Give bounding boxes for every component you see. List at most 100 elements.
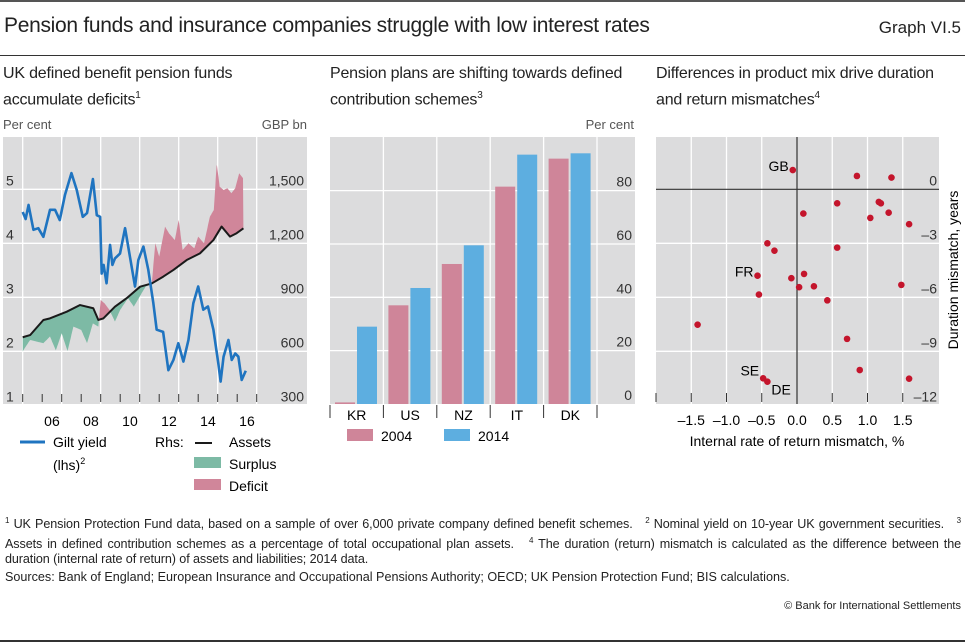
scatter-point [853, 172, 861, 180]
y-tick-label: –9 [921, 334, 937, 350]
left-axis-unit: Per cent [3, 117, 52, 132]
scatter-point [789, 166, 797, 174]
deficit-legend-swatch [194, 479, 221, 490]
y-tick-label: 0 [624, 387, 632, 403]
x-tick-label: –0.5 [748, 412, 775, 428]
y-tick-label: –3 [921, 226, 937, 242]
footnote-number: 3 [956, 516, 961, 525]
scatter-point [905, 220, 913, 228]
scatter-point [824, 297, 831, 304]
scatter-point [788, 274, 795, 282]
scatter-point [754, 272, 761, 280]
y-tick-label: 60 [616, 227, 632, 243]
x-tick-label: 0.5 [823, 412, 843, 428]
left-tick-label: 1 [6, 388, 14, 404]
bar-US-2014 [410, 287, 431, 404]
category-label: KR [347, 407, 366, 423]
title-rule [0, 55, 965, 56]
x-tick-label: 06 [44, 413, 60, 429]
bar-DK-2014 [570, 153, 591, 404]
panel-title-middle: Pension plans are shifting towards defin… [330, 63, 630, 111]
category-label: IT [511, 407, 524, 423]
sources: Sources: Bank of England; European Insur… [5, 570, 790, 584]
scatter-point [877, 200, 885, 207]
scatter-point [795, 283, 803, 291]
scatter-point [843, 335, 851, 343]
bar-NZ-2004 [441, 263, 462, 404]
footnote-number: 2 [645, 516, 650, 525]
scatter-point [867, 214, 874, 222]
scatter-point [755, 291, 763, 298]
footnote-text: UK Pension Protection Fund data, based o… [13, 517, 633, 532]
panel-title-text: UK defined benefit pension funds accumul… [3, 65, 233, 109]
right-tick-label: 1,200 [269, 226, 304, 242]
gilt-legend-label: Gilt yield [53, 434, 107, 450]
y-tick-label: 20 [616, 334, 632, 350]
deficit-area [98, 300, 111, 323]
dc-share-bar-chart: 0 20 40 60 80 KR US NZ IT DK [329, 137, 635, 423]
panel-title-right: Differences in product mix drive duratio… [656, 63, 956, 111]
scatter-point [800, 210, 807, 217]
page-title: Pension funds and insurance companies st… [4, 14, 650, 37]
assets-line [22, 225, 245, 339]
scatter-point [764, 378, 771, 386]
point-label-fr: FR [735, 264, 754, 280]
y-tick-label: –6 [921, 280, 937, 296]
scatter-point [764, 240, 771, 247]
x-tick-label: –1.5 [678, 412, 705, 428]
point-label-gb: GB [769, 158, 789, 174]
scatter-point [898, 281, 905, 289]
left-tick-label: 5 [6, 172, 14, 188]
x-tick-label: 1.5 [893, 412, 913, 428]
footnote-text: Assets in defined contribution schemes a… [5, 536, 514, 551]
left-legend: Gilt yield (lhs)2 Rhs: Assets Surplus De… [20, 434, 276, 494]
x-tick-label: 14 [200, 413, 216, 429]
deficit-legend-label: Deficit [229, 478, 268, 494]
footnotes: 1 UK Pension Protection Fund data, based… [5, 513, 961, 568]
scatter-point [833, 244, 841, 251]
assets-legend-label: Assets [229, 434, 271, 450]
scatter-point [885, 209, 892, 216]
legend-swatch-2004 [347, 429, 373, 441]
bar-legend: 2004 2014 [347, 428, 509, 444]
x-tick-label: 1.0 [858, 412, 878, 428]
surplus-legend-swatch [194, 457, 221, 468]
scatter-point [810, 283, 818, 290]
bar-DK-2004 [548, 158, 569, 404]
bar-IT-2014 [517, 154, 538, 404]
surplus-area [22, 305, 99, 352]
mismatch-scatter-chart: –1.5 –1.0 –0.5 0.0 0.5 1.0 1.5 0 –3 –6 –9 –12 GB FR SE… [655, 137, 939, 428]
x-tick-label: 08 [83, 413, 99, 429]
scatter-point [800, 270, 808, 278]
surplus-area [110, 283, 152, 322]
bar-NZ-2014 [463, 245, 484, 404]
footnote-text: The duration (return) mismatch is calcul… [5, 536, 962, 567]
gilt-yield-line [21, 171, 247, 383]
category-label: NZ [454, 407, 473, 423]
x-tick-label: 0.0 [787, 412, 807, 428]
left-tick-label: 4 [6, 226, 14, 242]
footnote-ref: 1 [135, 90, 141, 101]
legend-swatch-2014 [444, 429, 470, 441]
bottom-rule [0, 640, 965, 642]
right-tick-label: 300 [281, 388, 305, 404]
x-tick-label: 10 [122, 413, 138, 429]
x-tick-label: 12 [161, 413, 177, 429]
right-tick-label: 600 [281, 334, 305, 350]
deficit-area [151, 164, 244, 284]
legend-label-2014: 2014 [478, 428, 509, 444]
category-label: US [400, 407, 419, 423]
footnote-ref: 4 [814, 90, 821, 101]
legend-label-2004: 2004 [381, 428, 412, 444]
bar-KR-2004 [335, 402, 355, 404]
scatter-point [888, 174, 895, 181]
footnote-text: Nominal yield on 10-year UK government s… [653, 517, 945, 532]
left-tick-label: 3 [6, 280, 14, 296]
scatter-y-axis-title: Duration mismatch, years [945, 191, 961, 350]
bar-IT-2004 [495, 186, 516, 404]
point-label-se: SE [740, 362, 759, 378]
footnote-ref: 2 [80, 456, 85, 466]
footnote-ref: 3 [477, 90, 483, 101]
